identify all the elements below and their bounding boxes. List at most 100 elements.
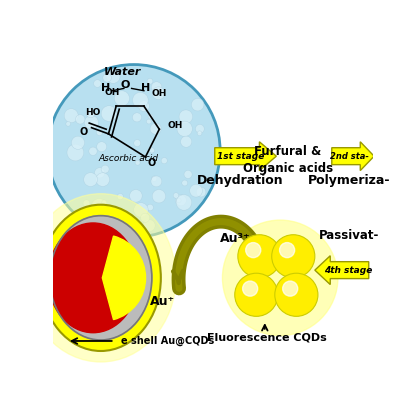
Circle shape [181,136,192,147]
Text: 1st stage: 1st stage [217,152,264,161]
Text: OH: OH [105,88,120,97]
Circle shape [94,80,101,87]
Circle shape [152,87,165,99]
Circle shape [125,220,141,235]
Text: Passivat-: Passivat- [319,229,380,243]
Circle shape [139,101,149,111]
Circle shape [275,273,318,316]
Circle shape [272,235,315,278]
Circle shape [67,144,84,161]
Circle shape [101,106,117,121]
Text: Au⁺: Au⁺ [150,295,175,308]
Circle shape [176,195,192,210]
Text: O: O [121,79,130,90]
Circle shape [196,187,206,197]
Circle shape [182,180,188,186]
Text: OH: OH [167,121,182,130]
Circle shape [148,114,153,119]
Circle shape [147,79,153,84]
Circle shape [141,213,150,222]
Text: Dehydration: Dehydration [197,174,284,187]
Circle shape [149,148,155,153]
Circle shape [151,176,162,187]
Circle shape [246,243,261,258]
Circle shape [117,193,123,200]
Text: Fluorescence CQDs: Fluorescence CQDs [207,333,327,343]
Text: Furfural &
Organic acids: Furfural & Organic acids [243,145,333,175]
Circle shape [97,129,103,136]
Circle shape [177,121,192,136]
Circle shape [223,220,338,336]
Circle shape [91,198,107,215]
Circle shape [161,158,167,164]
Circle shape [102,200,107,205]
Circle shape [101,165,109,173]
Circle shape [66,121,71,126]
Text: H: H [101,83,110,93]
Circle shape [191,99,204,111]
Circle shape [151,176,157,181]
Circle shape [134,203,148,217]
Circle shape [90,120,98,128]
Text: OH: OH [151,89,167,98]
Circle shape [86,109,95,118]
Circle shape [83,200,90,207]
Text: e shell Au@CQDs: e shell Au@CQDs [121,336,214,346]
Text: 2nd sta-: 2nd sta- [330,152,369,161]
Circle shape [133,92,148,108]
Circle shape [76,115,85,124]
Circle shape [280,243,295,258]
Circle shape [151,82,162,92]
Circle shape [96,173,109,186]
Text: Water: Water [104,67,141,77]
Wedge shape [102,236,146,319]
Circle shape [103,74,111,82]
Circle shape [282,281,298,296]
Circle shape [130,190,142,202]
Circle shape [152,190,166,203]
Circle shape [114,91,129,106]
FancyArrow shape [332,142,374,171]
Circle shape [147,204,154,211]
Circle shape [134,140,141,146]
Circle shape [190,184,203,197]
Circle shape [84,173,97,186]
Circle shape [184,171,192,178]
Circle shape [97,142,106,152]
Ellipse shape [41,205,161,351]
Circle shape [84,210,99,225]
Circle shape [84,115,99,129]
Circle shape [106,70,120,83]
Circle shape [173,193,179,198]
Ellipse shape [50,215,152,340]
Ellipse shape [26,194,176,362]
Circle shape [179,110,193,124]
Circle shape [100,211,108,219]
Circle shape [238,235,281,278]
Text: H: H [141,83,150,93]
Circle shape [176,195,186,206]
Text: Ascorbic acid: Ascorbic acid [99,154,158,163]
Circle shape [143,220,155,232]
Circle shape [48,64,220,237]
Circle shape [103,206,118,222]
Text: HO: HO [85,108,101,117]
Text: Au³⁺: Au³⁺ [220,232,251,245]
Text: O: O [80,127,88,137]
Circle shape [64,109,78,123]
Circle shape [146,119,151,124]
Text: Polymeriza-: Polymeriza- [308,174,391,187]
Circle shape [135,160,140,165]
FancyArrow shape [315,256,369,285]
Circle shape [235,273,278,316]
Circle shape [72,136,84,149]
Text: O: O [148,158,156,168]
Circle shape [176,198,181,203]
Text: 4th stage: 4th stage [324,266,372,275]
Circle shape [100,206,116,223]
Circle shape [150,123,161,134]
Circle shape [196,124,204,133]
Circle shape [94,168,105,178]
Circle shape [89,147,97,156]
FancyArrow shape [215,142,276,171]
